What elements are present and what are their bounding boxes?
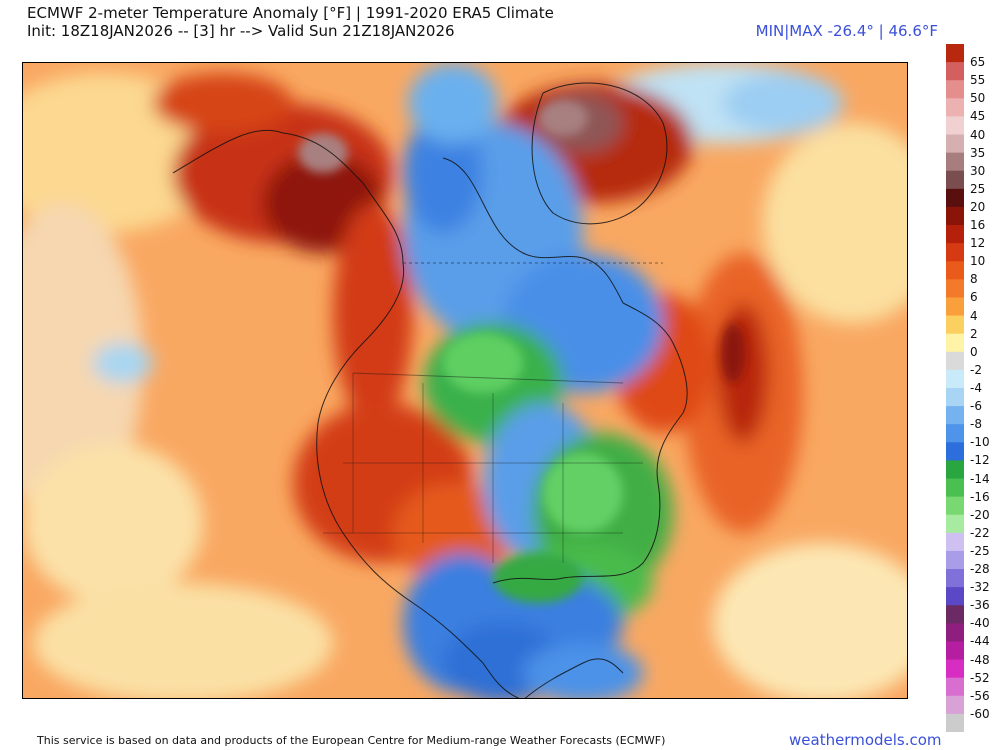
legend-label: -36	[970, 598, 990, 612]
legend-label: -25	[970, 544, 990, 558]
legend-label: 6	[970, 290, 978, 304]
legend-label: -32	[970, 580, 990, 594]
legend-swatch	[946, 261, 964, 280]
legend-swatch	[946, 569, 964, 588]
legend-color-bar	[946, 44, 964, 732]
legend-label: -60	[970, 707, 990, 721]
legend-swatch	[946, 406, 964, 425]
site-brand-link[interactable]: weathermodels.com	[789, 731, 942, 749]
legend-label: 8	[970, 272, 978, 286]
legend-label: 30	[970, 164, 986, 178]
legend-label: 0	[970, 345, 978, 359]
legend-swatch	[946, 605, 964, 624]
legend-swatch	[946, 713, 964, 732]
legend-swatch	[946, 333, 964, 353]
legend-swatch	[946, 80, 964, 99]
legend-swatch	[946, 677, 964, 697]
legend-label: -12	[970, 453, 990, 467]
legend-swatch	[946, 460, 964, 480]
legend-label: -52	[970, 671, 990, 685]
legend-label: 16	[970, 218, 986, 232]
coastlines	[172, 82, 688, 698]
legend-label: -44	[970, 634, 990, 648]
legend-swatch	[946, 478, 964, 498]
legend-label: -22	[970, 526, 990, 540]
legend-swatch	[946, 424, 964, 443]
legend-label: 10	[970, 254, 986, 268]
legend-swatch	[946, 623, 964, 642]
legend-swatch	[946, 225, 964, 244]
legend-swatch	[946, 297, 964, 317]
legend-label: 65	[970, 55, 986, 69]
legend-label: 50	[970, 91, 986, 105]
legend-swatch	[946, 279, 964, 298]
legend-swatch	[946, 98, 964, 117]
legend-label: -10	[970, 435, 990, 449]
legend-label: 55	[970, 73, 986, 87]
legend-label: -20	[970, 508, 990, 522]
map-title: ECMWF 2-meter Temperature Anomaly [°F] |…	[27, 4, 554, 22]
legend-label: -4	[970, 381, 982, 395]
legend-label: -6	[970, 399, 982, 413]
legend-label: 20	[970, 200, 986, 214]
legend-label: 35	[970, 146, 986, 160]
legend-swatch	[946, 206, 964, 226]
legend-swatch	[946, 243, 964, 262]
legend-label: -14	[970, 472, 990, 486]
map-canvas	[23, 63, 907, 698]
legend-swatch	[946, 442, 964, 461]
legend-swatch	[946, 188, 964, 208]
legend-swatch	[946, 659, 964, 679]
legend-label: -40	[970, 616, 990, 630]
anomaly-detail	[298, 100, 745, 603]
legend-swatch	[946, 315, 964, 335]
min-max-readout: MIN|MAX -26.4° | 46.6°F	[755, 22, 938, 40]
legend-swatch	[946, 496, 964, 516]
legend-swatch	[946, 116, 964, 136]
legend-swatch	[946, 152, 964, 172]
legend-swatch	[946, 170, 964, 190]
legend-swatch	[946, 62, 964, 81]
legend-label: 40	[970, 128, 986, 142]
legend-label: 25	[970, 182, 986, 196]
legend-label: 45	[970, 109, 986, 123]
legend-label: 12	[970, 236, 986, 250]
legend-label: -2	[970, 363, 982, 377]
ecmwf-attribution: This service is based on data and produc…	[37, 734, 666, 747]
legend-swatch	[946, 134, 964, 154]
init-valid-time: Init: 18Z18JAN2026 -- [3] hr --> Valid S…	[27, 22, 455, 40]
legend-swatch	[946, 532, 964, 552]
legend-label: -8	[970, 417, 982, 431]
legend-swatch	[946, 514, 964, 534]
legend-swatch	[946, 44, 964, 63]
legend-swatch	[946, 388, 964, 407]
legend-swatch	[946, 351, 964, 371]
legend-label: -16	[970, 490, 990, 504]
legend-swatch	[946, 587, 964, 606]
color-legend	[946, 44, 964, 732]
legend-swatch	[946, 641, 964, 661]
legend-label: -48	[970, 653, 990, 667]
legend-label: -28	[970, 562, 990, 576]
legend-swatch	[946, 695, 964, 715]
legend-label: -56	[970, 689, 990, 703]
legend-swatch	[946, 369, 964, 389]
legend-label: 2	[970, 327, 978, 341]
legend-swatch	[946, 550, 964, 570]
anomaly-map	[22, 62, 908, 699]
legend-label: 4	[970, 309, 978, 323]
